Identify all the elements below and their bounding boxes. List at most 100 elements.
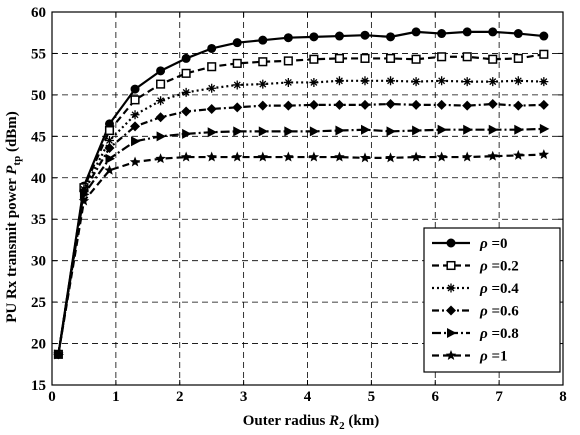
data-point xyxy=(411,54,421,64)
series-2 xyxy=(53,76,549,359)
x-axis-label-prefix: Outer radius xyxy=(243,413,329,429)
data-point xyxy=(513,100,524,111)
data-point xyxy=(104,125,115,136)
data-point xyxy=(283,56,293,66)
data-point xyxy=(180,151,192,162)
data-point xyxy=(513,76,523,86)
data-point xyxy=(488,77,498,87)
data-point xyxy=(309,54,319,64)
data-point xyxy=(412,125,422,136)
data-point xyxy=(258,126,269,137)
data-point xyxy=(232,58,242,68)
data-point xyxy=(462,27,472,37)
data-point xyxy=(155,153,166,164)
data-point xyxy=(411,77,421,87)
data-point xyxy=(130,95,140,105)
x-tick-label: 1 xyxy=(112,389,120,405)
data-point xyxy=(410,151,422,162)
data-point xyxy=(386,32,396,42)
data-point xyxy=(385,99,396,110)
data-point xyxy=(308,151,320,162)
legend-marker xyxy=(446,283,456,293)
data-point xyxy=(539,123,550,134)
x-tick-label: 0 xyxy=(48,389,56,405)
data-point xyxy=(257,100,268,111)
legend-marker xyxy=(446,305,456,316)
y-tick-label: 25 xyxy=(31,295,46,311)
y-tick-label: 60 xyxy=(31,5,46,21)
legend-box xyxy=(423,227,561,373)
y-axis-label-suffix: (dBm) xyxy=(4,111,20,156)
y-tick-labels: 15 20 25 30 35 40 45 50 55 60 xyxy=(31,5,46,394)
data-point xyxy=(257,151,269,162)
data-point xyxy=(283,33,293,43)
x-axis-label: Outer radius R2 (km) xyxy=(243,413,380,432)
data-point xyxy=(487,150,498,161)
data-point xyxy=(462,52,472,62)
data-point xyxy=(513,53,523,63)
data-point xyxy=(156,79,166,89)
data-point xyxy=(539,77,549,87)
data-point xyxy=(386,126,397,137)
y-axis-label: PU Rx transmit power Ptp (dBm) xyxy=(4,111,23,323)
data-point xyxy=(437,29,447,39)
data-point xyxy=(411,99,422,110)
data-point xyxy=(130,121,141,132)
data-point xyxy=(156,131,167,142)
data-point xyxy=(436,151,447,162)
data-point xyxy=(461,151,473,162)
series-1 xyxy=(53,49,549,359)
data-point xyxy=(437,52,447,62)
data-point xyxy=(258,57,268,67)
data-point xyxy=(462,77,472,87)
data-point xyxy=(335,125,345,136)
data-point xyxy=(232,102,243,113)
data-point xyxy=(156,96,166,106)
data-point xyxy=(104,135,114,145)
data-point xyxy=(411,27,421,37)
data-point xyxy=(360,53,370,63)
legend-marker xyxy=(445,350,457,360)
data-point xyxy=(131,136,141,147)
legend-marker xyxy=(446,260,456,271)
data-point xyxy=(207,62,217,72)
data-point xyxy=(488,124,499,135)
data-point xyxy=(232,38,242,48)
x-tick-label: 6 xyxy=(432,389,440,405)
series-4 xyxy=(54,123,550,360)
data-point xyxy=(334,53,344,63)
x-axis-label-var: R xyxy=(328,413,339,429)
data-point xyxy=(360,76,370,86)
data-point xyxy=(488,54,498,64)
data-point xyxy=(283,77,293,87)
data-point xyxy=(104,142,115,153)
data-point xyxy=(360,30,370,40)
data-point xyxy=(105,153,115,164)
series-line xyxy=(57,153,544,355)
data-point xyxy=(360,124,371,135)
data-point xyxy=(207,43,217,53)
data-point xyxy=(334,31,344,41)
data-point xyxy=(104,164,115,175)
data-point xyxy=(359,99,370,110)
data-point xyxy=(233,126,243,137)
data-point xyxy=(308,99,319,110)
series-line xyxy=(57,127,544,355)
legend-marker xyxy=(447,328,457,338)
data-point xyxy=(463,124,473,135)
data-point xyxy=(462,100,473,111)
data-point xyxy=(258,35,268,45)
legend-label: ρ =0.2 xyxy=(479,259,519,275)
data-point xyxy=(539,31,549,41)
data-point xyxy=(385,152,396,163)
x-tick-label: 2 xyxy=(176,389,184,405)
data-point xyxy=(130,110,140,120)
data-point xyxy=(514,124,524,135)
data-point xyxy=(129,156,141,167)
data-point xyxy=(334,76,344,86)
legend-label: ρ =1 xyxy=(479,349,508,365)
data-point xyxy=(283,100,294,111)
legend: ρ =0 ρ =0.2 ρ =0.4 ρ =0.6 ρ =0.8 ρ =1 xyxy=(423,227,561,373)
data-point xyxy=(130,84,140,94)
data-point xyxy=(206,151,217,162)
